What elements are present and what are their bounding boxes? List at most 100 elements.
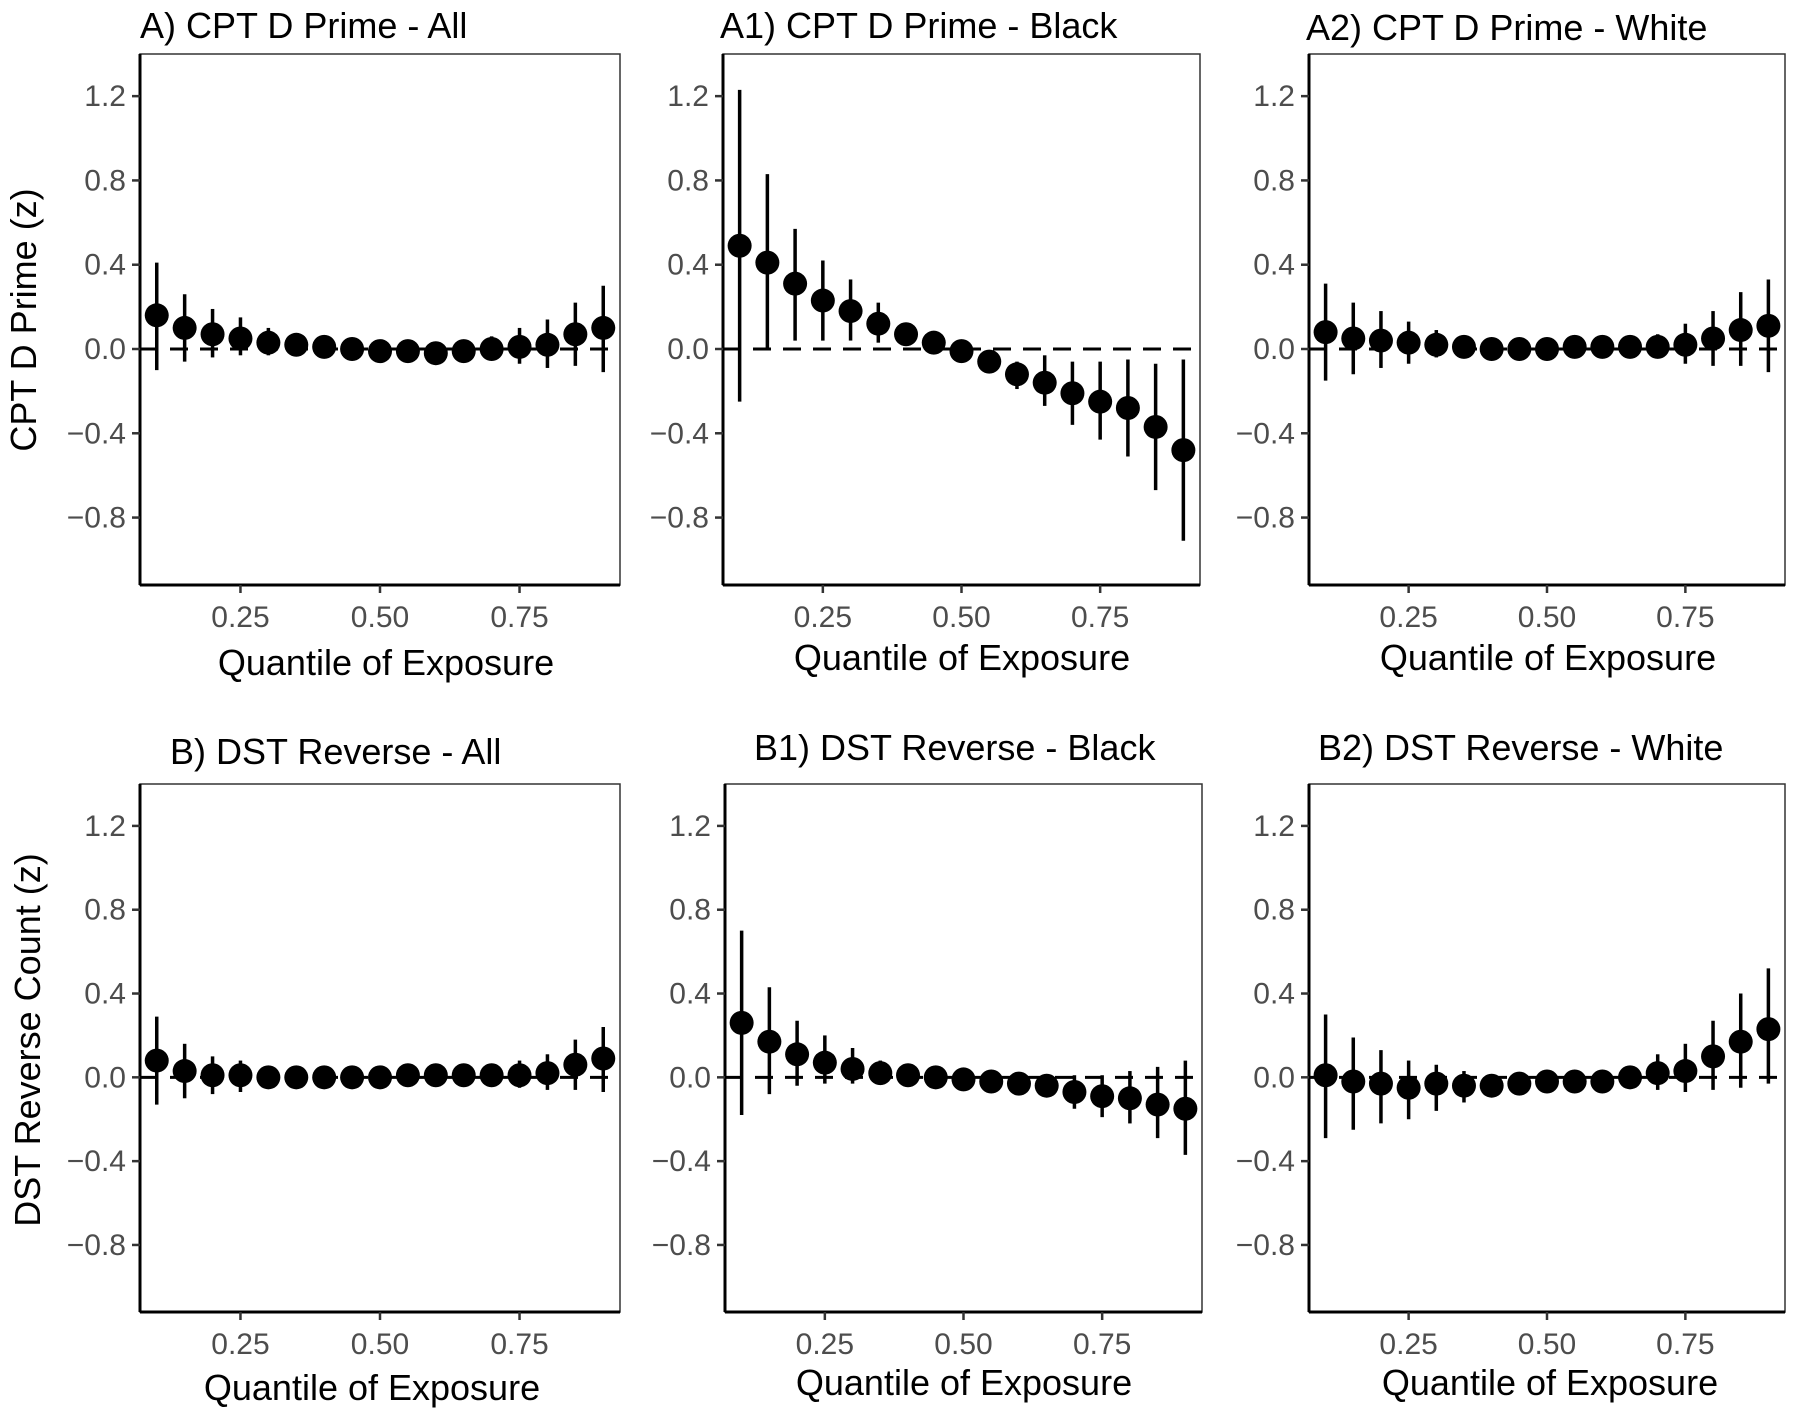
- data-point: [923, 1065, 948, 1090]
- data-point: [395, 1063, 420, 1088]
- x-tick-label: 0.25: [211, 601, 269, 634]
- data-point: [1173, 1096, 1198, 1121]
- panel-b2: B2) DST Reverse - White Quantile of Expo…: [1236, 727, 1786, 1403]
- x-tick-label: 0.25: [1379, 601, 1437, 634]
- data-point: [951, 1067, 976, 1092]
- x-tick-label: 0.75: [1073, 1328, 1131, 1361]
- data-point: [144, 303, 169, 328]
- x-tick-label: 0.25: [796, 1328, 854, 1361]
- panel-title: A) CPT D Prime - All: [140, 5, 467, 46]
- data-point: [1368, 328, 1393, 353]
- y-tick-label: 0.0: [1253, 1061, 1295, 1094]
- data-point: [1451, 334, 1476, 359]
- y-tick-label: −0.4: [652, 1145, 711, 1178]
- data-point: [1006, 1071, 1031, 1096]
- data-point: [1645, 334, 1670, 359]
- data-point: [284, 332, 309, 357]
- data-point: [812, 1050, 837, 1075]
- y-tick-label: 0.8: [84, 894, 126, 927]
- data-point: [451, 339, 476, 364]
- y-tick-label: 1.2: [669, 810, 711, 843]
- data-point: [507, 334, 532, 359]
- data-point: [423, 341, 448, 366]
- data-point: [1341, 326, 1366, 351]
- data-point: [507, 1063, 532, 1088]
- y-tick-label: −0.8: [1236, 1229, 1295, 1262]
- data-point: [1115, 396, 1140, 420]
- y-tick-label: 0.4: [667, 249, 709, 282]
- data-point: [1451, 1073, 1476, 1098]
- data-point: [1590, 334, 1615, 359]
- x-axis-title: Quantile of Exposure: [794, 637, 1130, 678]
- data-point: [838, 299, 863, 324]
- panel-title: B) DST Reverse - All: [170, 731, 501, 772]
- y-tick-label: 0.0: [1253, 333, 1295, 366]
- data-point: [535, 332, 560, 357]
- y-tick-label: 0.4: [1253, 249, 1295, 282]
- x-tick-label: 0.50: [934, 1328, 992, 1361]
- y-tick-label: −0.8: [67, 502, 126, 535]
- data-point: [312, 334, 337, 359]
- data-point: [1618, 334, 1643, 359]
- y-tick-label: 1.2: [667, 80, 709, 113]
- data-point: [591, 315, 616, 340]
- data-point: [977, 349, 1002, 374]
- data-point: [1368, 1071, 1393, 1096]
- y-tick-label: 0.0: [667, 333, 709, 366]
- x-tick-label: 0.25: [794, 601, 852, 634]
- panel-title: B1) DST Reverse - Black: [754, 727, 1156, 768]
- data-point: [228, 326, 253, 351]
- data-point: [563, 322, 588, 347]
- data-point: [729, 1010, 754, 1035]
- y-tick-label: 1.2: [1253, 80, 1295, 113]
- x-axis-title: Quantile of Exposure: [218, 642, 554, 683]
- y-tick-label: −0.4: [1236, 417, 1295, 450]
- data-point: [395, 339, 420, 364]
- data-point: [340, 337, 365, 361]
- y-tick-label: 0.0: [84, 1061, 126, 1094]
- data-point: [1424, 1071, 1449, 1096]
- y-tick-label: −0.4: [1236, 1145, 1295, 1178]
- data-point: [1673, 1059, 1698, 1084]
- x-axis-title: Quantile of Exposure: [1382, 1362, 1718, 1403]
- y-tick-label: −0.8: [67, 1229, 126, 1262]
- data-point: [1313, 1063, 1338, 1088]
- data-point: [1535, 337, 1559, 361]
- panel-b: B) DST Reverse - All Quantile of Exposur…: [7, 731, 621, 1408]
- y-tick-label: −0.8: [1236, 502, 1295, 535]
- data-point: [1562, 334, 1587, 359]
- data-point: [1756, 313, 1781, 338]
- data-point: [1424, 332, 1449, 357]
- x-axis-title: Quantile of Exposure: [796, 1362, 1132, 1403]
- data-point: [591, 1046, 616, 1071]
- y-tick-label: 0.0: [669, 1061, 711, 1094]
- y-tick-label: −0.4: [67, 1145, 126, 1178]
- x-tick-label: 0.75: [490, 1328, 548, 1361]
- x-tick-label: 0.50: [351, 601, 409, 634]
- data-point: [144, 1048, 169, 1073]
- y-tick-label: 0.4: [84, 978, 126, 1011]
- x-tick-label: 0.75: [1656, 601, 1714, 634]
- data-point: [1032, 370, 1057, 395]
- panel-a: A) CPT D Prime - All Quantile of Exposur…: [3, 5, 621, 683]
- data-point: [1618, 1065, 1643, 1090]
- data-point: [1143, 414, 1168, 439]
- y-tick-label: 0.8: [1253, 894, 1295, 927]
- data-point: [894, 322, 919, 347]
- y-tick-label: −0.4: [67, 417, 126, 450]
- data-point: [979, 1069, 1004, 1094]
- y-tick-label: 1.2: [84, 810, 126, 843]
- y-axis-title: DST Reverse Count (z): [7, 853, 48, 1226]
- data-point: [172, 1059, 197, 1084]
- data-point: [757, 1029, 782, 1054]
- y-tick-label: 1.2: [84, 80, 126, 113]
- y-axis-title: CPT D Prime (z): [3, 188, 44, 451]
- data-point: [172, 315, 197, 340]
- data-point: [1034, 1073, 1059, 1098]
- data-point: [810, 288, 835, 313]
- data-point: [949, 339, 974, 364]
- data-point: [1479, 1073, 1504, 1098]
- data-point: [1645, 1061, 1670, 1086]
- y-tick-label: 0.8: [1253, 164, 1295, 197]
